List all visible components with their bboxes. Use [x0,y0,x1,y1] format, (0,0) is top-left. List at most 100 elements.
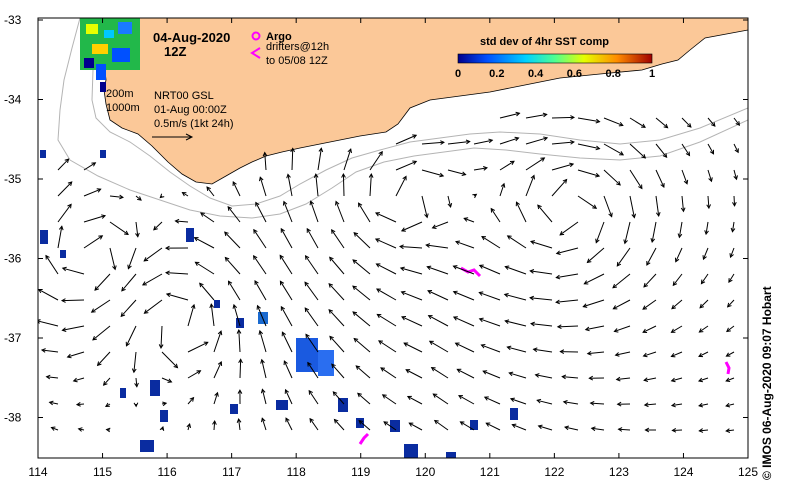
current-arrow [315,174,319,197]
current-arrow [182,192,189,197]
current-arrow-head [608,212,613,218]
current-arrow-head [427,315,433,320]
current-arrow-head [725,377,731,383]
current-arrow [707,143,714,155]
x-tick-label: 121 [480,465,500,479]
current-arrow [525,113,547,119]
current-arrow-head [374,238,380,243]
current-arrow-head [704,230,709,236]
current-arrow [473,139,493,145]
current-arrow [453,265,475,275]
current-arrow [126,325,137,347]
current-arrow-head [485,422,491,427]
current-arrow [291,148,294,171]
current-arrow-head [430,367,436,372]
current-arrow [369,174,372,197]
current-arrow [238,419,241,431]
current-arrow [499,183,505,197]
current-arrow-head [670,352,676,358]
x-tick-label: 123 [609,465,629,479]
current-arrow [51,427,59,431]
current-arrow-head [253,254,258,260]
current-arrow [453,291,475,301]
current-arrow [432,221,449,229]
current-arrow [644,377,657,381]
current-arrow [213,421,216,431]
current-arrow-head [173,363,179,369]
current-arrow [428,315,449,327]
current-arrow [357,392,371,405]
current-arrow-head [112,265,117,271]
current-arrow [352,285,371,301]
current-arrow [509,372,527,379]
current-arrow [484,396,501,405]
current-arrow-head [158,344,164,350]
current-arrow [91,299,111,313]
x-tick-label: 114 [28,465,47,479]
current-arrow-head [672,281,678,287]
current-arrow-head [331,228,336,234]
current-arrow [725,377,735,382]
current-arrow-head [164,245,170,251]
current-arrow-head [48,400,54,406]
current-arrow-head [643,377,649,383]
current-arrow [479,292,501,301]
current-arrow [401,291,423,301]
current-arrow-head [590,426,596,432]
current-arrow-head [642,305,648,310]
current-arrow [699,429,709,432]
current-arrow [681,169,688,184]
current-arrow-head [504,265,510,270]
current-arrow [375,238,397,249]
plot-frame [37,17,749,459]
current-arrow-head [670,377,676,383]
current-arrow [585,325,605,331]
current-arrow [577,195,597,209]
current-arrow [109,195,123,198]
current-arrow [342,173,345,197]
current-arrow-head [562,399,568,405]
current-arrow-head [329,256,334,262]
current-arrow [283,360,293,379]
current-arrow-head [357,392,362,398]
colorbar [457,53,653,64]
current-arrow-head [663,123,669,129]
current-arrow-head [77,427,83,432]
current-arrow-head [592,204,598,209]
current-arrow [551,179,567,197]
current-arrow-head [212,420,217,425]
current-arrow [460,421,475,431]
current-arrow-head [102,381,108,386]
current-arrow-head [381,394,387,399]
current-arrow-head [333,418,339,424]
current-arrow-head [529,269,535,274]
current-arrow-head [662,153,668,158]
current-arrow [160,325,163,348]
current-arrow [83,235,103,249]
current-arrow-head [358,419,364,425]
current-arrow-head [236,328,242,334]
current-arrow [228,280,241,301]
current-arrow-head [92,336,97,341]
current-arrow-head [670,402,676,408]
current-arrow [187,341,208,353]
current-arrow [671,403,683,407]
current-arrow [92,325,111,341]
current-arrow [556,299,579,303]
current-arrow [199,282,215,301]
current-arrow [726,325,735,332]
current-arrow [538,425,553,431]
current-arrow-head [50,426,56,431]
map-hour: 12Z [164,44,186,59]
current-arrow-head [96,188,102,193]
current-arrow-head [236,418,242,423]
current-arrow-head [383,421,389,426]
current-arrow-head [699,303,705,309]
current-arrow [38,289,59,301]
current-arrow [280,228,293,249]
current-arrow-head [193,237,199,242]
current-arrow [733,195,736,206]
current-arrow [730,247,735,258]
current-arrow [702,247,709,260]
current-arrow-head [616,180,621,186]
